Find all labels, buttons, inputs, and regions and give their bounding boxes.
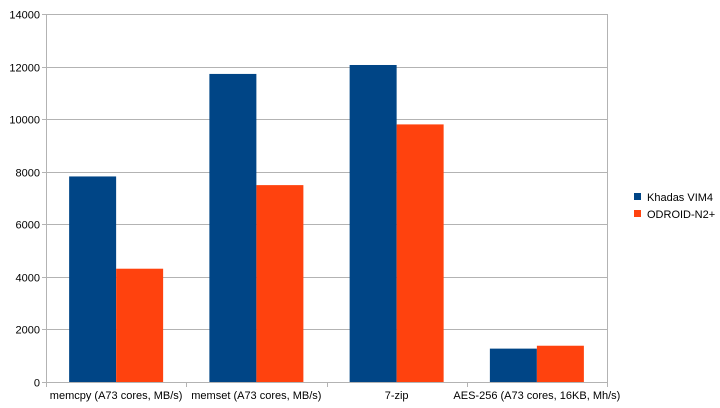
legend-label: ODROID-N2+ [647, 209, 715, 221]
x-category-label: memcpy (A73 cores, MB/s) [50, 390, 183, 402]
y-tick-label: 10000 [9, 115, 40, 127]
y-tick-label: 8000 [16, 168, 40, 180]
x-axis: memcpy (A73 cores, MB/s) memset (A73 core… [46, 382, 620, 402]
bar-series-2 [256, 185, 304, 382]
y-axis: 0 2000 4000 6000 8000 10000 12000 14000 [9, 10, 46, 390]
bar-series-1 [69, 176, 117, 382]
bar-series-1 [489, 348, 537, 382]
bar-series-2 [116, 268, 164, 382]
y-tick-label: 0 [34, 378, 40, 390]
bar-series-2 [536, 345, 584, 382]
x-category-label: 7-zip [385, 390, 409, 402]
legend-swatch [634, 193, 641, 200]
legend: Khadas VIM4 ODROID-N2+ [634, 192, 715, 221]
x-category-label: memset (A73 cores, MB/s) [191, 390, 321, 402]
bar-series-1 [349, 64, 397, 383]
y-tick-label: 6000 [16, 220, 40, 232]
bar-series-2 [396, 124, 444, 383]
y-tick-label: 2000 [16, 325, 40, 337]
y-tick-label: 4000 [16, 273, 40, 285]
legend-swatch [634, 210, 641, 217]
y-tick-label: 14000 [9, 10, 40, 22]
bar-series-1 [209, 73, 257, 383]
y-tick-label: 12000 [9, 63, 40, 75]
bars [69, 64, 584, 383]
legend-label: Khadas VIM4 [647, 192, 713, 204]
x-category-label: AES-256 (A73 cores, 16KB, Mh/s) [453, 390, 620, 402]
